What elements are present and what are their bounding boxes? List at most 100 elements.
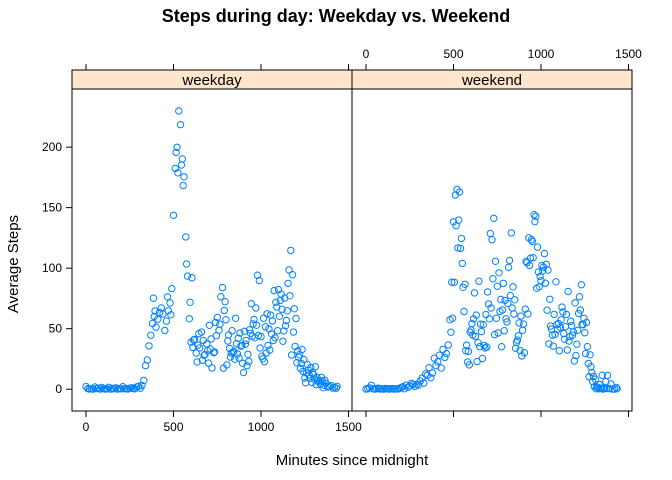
- data-point-weekend: [420, 379, 428, 387]
- data-point-weekend: [564, 287, 572, 296]
- data-point-weekday: [210, 349, 218, 357]
- data-point-weekday: [208, 364, 216, 372]
- data-point-weekday: [288, 271, 297, 279]
- data-point-weekend: [519, 320, 528, 328]
- data-point-weekday: [264, 341, 272, 350]
- data-point-weekday: [138, 381, 146, 390]
- data-point-weekend: [484, 300, 493, 308]
- data-point-weekday: [238, 359, 247, 367]
- data-point-weekday: [270, 286, 278, 295]
- data-point-weekend: [496, 307, 504, 316]
- data-point-weekend: [531, 217, 539, 226]
- data-point-weekday: [224, 337, 232, 345]
- data-point-weekend: [581, 349, 590, 358]
- data-point-weekend: [583, 342, 592, 351]
- data-point-weekday: [211, 318, 220, 327]
- y-tick-label: 200: [42, 140, 62, 154]
- data-point-weekend: [513, 336, 522, 344]
- data-point-weekend: [488, 236, 496, 244]
- data-point-weekend: [545, 340, 553, 348]
- data-point-weekend: [520, 349, 529, 357]
- data-point-weekday: [89, 385, 97, 393]
- x-tick-label-top: 1500: [615, 47, 642, 61]
- data-point-weekend: [425, 364, 433, 372]
- data-point-weekday: [301, 379, 310, 387]
- data-point-weekend: [530, 211, 538, 219]
- data-point-weekday: [163, 293, 172, 301]
- data-point-weekend: [506, 291, 515, 300]
- data-point-weekday: [224, 331, 233, 339]
- data-point-weekend: [540, 249, 549, 258]
- data-point-weekend: [473, 357, 481, 366]
- data-point-weekend: [492, 314, 501, 322]
- data-point-weekend: [497, 343, 506, 351]
- data-point-weekend: [537, 277, 545, 285]
- data-point-weekday: [333, 382, 341, 390]
- data-point-weekend: [450, 278, 459, 286]
- data-point-weekend: [434, 358, 442, 366]
- data-point-weekend: [409, 380, 417, 389]
- data-point-weekday: [172, 148, 180, 157]
- data-point-weekend: [479, 320, 487, 329]
- data-point-weekend: [555, 347, 564, 355]
- data-point-weekend: [456, 244, 465, 253]
- data-point-weekend: [511, 344, 520, 352]
- data-point-weekday: [207, 335, 215, 343]
- data-point-weekend: [447, 328, 455, 336]
- data-point-weekend: [452, 222, 460, 230]
- data-point-weekend: [572, 351, 580, 360]
- data-point-weekday: [252, 321, 261, 329]
- data-point-weekend: [565, 337, 573, 345]
- data-point-weekday: [193, 358, 201, 366]
- data-point-weekend: [541, 279, 550, 287]
- y-tick-label: 100: [42, 261, 62, 275]
- data-point-weekend: [586, 351, 594, 359]
- y-tick-label: 150: [42, 201, 62, 215]
- data-point-weekday: [241, 340, 250, 348]
- data-point-weekday: [162, 317, 171, 325]
- data-point-weekend: [533, 243, 542, 251]
- data-point-weekend: [595, 380, 604, 389]
- data-point-weekday: [189, 336, 198, 344]
- data-point-weekend: [466, 328, 474, 336]
- data-point-weekday: [258, 352, 266, 360]
- data-point-weekday: [237, 342, 245, 350]
- data-point-weekend: [603, 371, 612, 380]
- strip-label-weekend: weekend: [461, 72, 522, 89]
- y-axis-label: Average Steps: [5, 215, 22, 313]
- data-point-weekday: [174, 169, 182, 177]
- data-point-weekday: [183, 272, 192, 280]
- data-point-weekday: [105, 383, 113, 391]
- data-point-weekend: [499, 279, 508, 288]
- data-point-weekend: [610, 385, 619, 393]
- data-point-weekday: [154, 315, 162, 323]
- data-point-weekend: [546, 322, 555, 330]
- data-point-weekday: [245, 326, 254, 334]
- x-tick-label: 1000: [248, 420, 275, 434]
- data-point-weekday: [259, 314, 268, 322]
- data-point-weekend: [543, 306, 551, 314]
- data-point-weekend: [470, 289, 479, 297]
- data-point-weekday: [266, 346, 274, 354]
- data-point-weekend: [548, 331, 557, 339]
- data-point-weekday: [228, 327, 236, 335]
- data-point-weekday: [222, 316, 230, 324]
- data-point-weekend: [574, 326, 582, 334]
- data-point-weekend: [505, 256, 514, 265]
- data-point-weekend: [550, 310, 558, 319]
- data-point-weekday: [240, 327, 249, 335]
- data-point-weekend: [570, 357, 578, 365]
- data-point-weekday: [91, 383, 99, 391]
- data-point-weekend: [428, 369, 437, 377]
- data-point-weekend: [468, 319, 476, 328]
- data-point-weekend: [497, 295, 505, 304]
- data-point-weekday: [252, 304, 260, 312]
- data-point-weekend: [567, 317, 575, 325]
- data-point-weekday: [253, 271, 262, 279]
- data-point-weekend: [476, 320, 485, 328]
- data-point-weekday: [226, 353, 235, 361]
- data-point-weekday: [285, 266, 293, 274]
- data-point-weekend: [577, 281, 585, 289]
- data-point-weekend: [566, 332, 574, 341]
- chart-panels: weekday 0 500 1000 1500 0 50 100 150 200 weekend 0 5…: [42, 47, 642, 434]
